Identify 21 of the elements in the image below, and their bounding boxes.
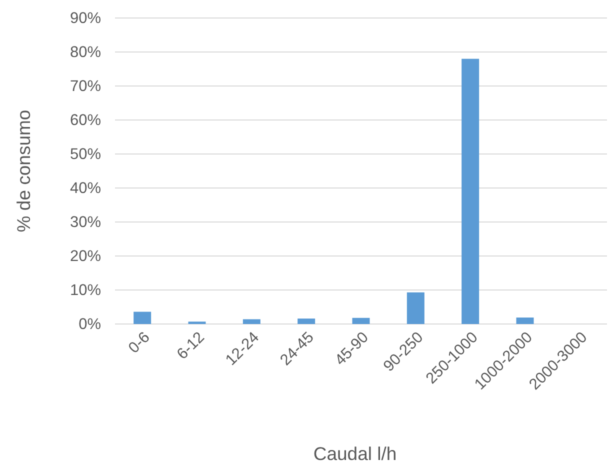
bar [352, 318, 370, 324]
y-axis-title: % de consumo [13, 110, 34, 232]
y-tick-label: 50% [70, 146, 102, 163]
y-tick-label: 60% [70, 112, 102, 129]
bar [242, 319, 260, 324]
x-tick-label: 0-6 [125, 328, 154, 357]
bar [462, 58, 480, 324]
y-tick-label: 80% [70, 44, 102, 61]
y-tick-label: 70% [70, 78, 102, 95]
y-tick-label: 40% [70, 180, 102, 197]
x-tick-label: 6-12 [174, 328, 208, 363]
y-tick-label: 90% [70, 10, 102, 27]
y-tick-label: 10% [70, 282, 102, 299]
x-axis-title: Caudal l/h [313, 443, 397, 464]
bar [298, 318, 316, 324]
y-tick-label: 20% [70, 248, 102, 265]
y-tick-label: 0% [78, 316, 102, 333]
y-tick-label: 30% [70, 214, 102, 231]
bar [516, 318, 534, 324]
bar [134, 312, 152, 324]
bar [406, 292, 424, 324]
